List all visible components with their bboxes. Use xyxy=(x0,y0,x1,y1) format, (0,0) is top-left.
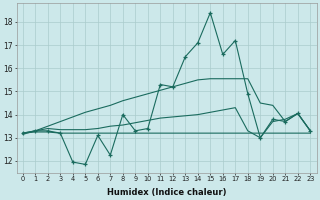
X-axis label: Humidex (Indice chaleur): Humidex (Indice chaleur) xyxy=(107,188,226,197)
